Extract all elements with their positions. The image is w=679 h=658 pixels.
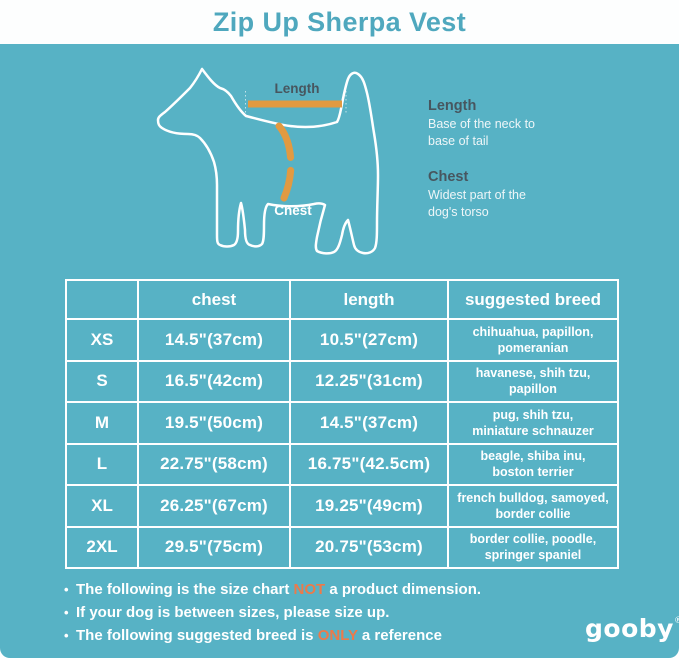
page-title: Zip Up Sherpa Vest (212, 6, 467, 37)
dog-outline-path (156, 67, 380, 255)
size-label: XS (65, 318, 139, 362)
header-band: Zip Up Sherpa Vest (0, 0, 679, 44)
note-emphasis: ONLY (317, 627, 358, 644)
bullet-icon: • (64, 628, 69, 643)
registered-trademark-icon: ® (673, 616, 679, 626)
table-row: S 16.5"(42cm) 12.25"(31cm) havanese, shi… (65, 359, 619, 403)
chest-measure-arc (275, 122, 295, 202)
breed-value: chihuahua, papillon, pomeranian (447, 318, 619, 362)
note-line: • If your dog is between sizes, please si… (64, 601, 481, 624)
size-label: 2XL (65, 525, 139, 569)
bullet-icon: • (64, 582, 69, 597)
size-label: M (65, 401, 139, 445)
chest-value: 29.5"(75cm) (137, 525, 291, 569)
footnotes: • The following is the size chart NOT a p… (64, 578, 481, 647)
note-text: a reference (357, 627, 442, 644)
table-row: 2XL 29.5"(75cm) 20.75"(53cm) border coll… (65, 525, 619, 569)
header-cell-size (65, 279, 139, 320)
breed-value: havanese, shih tzu, papillon (447, 359, 619, 403)
table-row: XS 14.5"(37cm) 10.5"(27cm) chihuahua, pa… (65, 318, 619, 362)
length-value: 16.75"(42.5cm) (289, 442, 449, 486)
size-label: L (65, 442, 139, 486)
legend-length-block: Length Base of the neck to base of tail (428, 98, 628, 149)
teal-body: Length Chest Length Base of the neck to b… (0, 44, 679, 658)
length-value: 10.5"(27cm) (289, 318, 449, 362)
header-cell-breed: suggested breed (447, 279, 619, 320)
chest-annotation-label: Chest (274, 203, 312, 218)
gooby-logo: gooby® (585, 614, 679, 643)
breed-value: border collie, poodle, springer spaniel (447, 525, 619, 569)
legend-length-description: Base of the neck to base of tail (428, 117, 536, 148)
dog-measurement-diagram: Length Chest (150, 55, 410, 270)
legend-chest-description: Widest part of the dog's torso (428, 188, 526, 219)
legend-length-term: Length (428, 98, 477, 114)
header-cell-chest: chest (137, 279, 291, 320)
note-line: • The following is the size chart NOT a p… (64, 578, 481, 601)
legend-chest-term: Chest (428, 169, 469, 185)
gooby-logo-text: gooby (585, 614, 674, 643)
note-text: The following suggested breed is (76, 627, 318, 644)
breed-value: beagle, shiba inu, boston terrier (447, 442, 619, 486)
legend-chest-block: Chest Widest part of the dog's torso (428, 169, 628, 220)
chest-value: 26.25"(67cm) (137, 484, 291, 528)
table-header-row: chest length suggested breed (65, 279, 619, 320)
size-label: XL (65, 484, 139, 528)
chest-value: 22.75"(58cm) (137, 442, 291, 486)
breed-value: pug, shih tzu, miniature schnauzer (447, 401, 619, 445)
length-value: 19.25"(49cm) (289, 484, 449, 528)
length-annotation-label: Length (274, 81, 320, 96)
bullet-icon: • (64, 605, 69, 620)
note-text: a product dimension. (325, 581, 482, 598)
chest-value: 14.5"(37cm) (137, 318, 291, 362)
measurement-legend: Length Base of the neck to base of tail C… (428, 98, 628, 220)
size-label: S (65, 359, 139, 403)
chest-value: 16.5"(42cm) (137, 359, 291, 403)
header-cell-length: length (289, 279, 449, 320)
note-line: • The following suggested breed is ONLY a… (64, 624, 481, 647)
dog-outline-illustration (156, 67, 380, 255)
length-value: 20.75"(53cm) (289, 525, 449, 569)
table-row: XL 26.25"(67cm) 19.25"(49cm) french bull… (65, 484, 619, 528)
note-text: The following is the size chart (76, 581, 294, 598)
size-table: chest length suggested breed XS 14.5"(37… (65, 279, 619, 569)
chest-value: 19.5"(50cm) (137, 401, 291, 445)
length-value: 14.5"(37cm) (289, 401, 449, 445)
table-row: L 22.75"(58cm) 16.75"(42.5cm) beagle, sh… (65, 442, 619, 486)
breed-value: french bulldog, samoyed, border collie (447, 484, 619, 528)
table-row: M 19.5"(50cm) 14.5"(37cm) pug, shih tzu,… (65, 401, 619, 445)
note-text: If your dog is between sizes, please siz… (76, 604, 390, 621)
note-emphasis: NOT (293, 581, 326, 598)
length-value: 12.25"(31cm) (289, 359, 449, 403)
